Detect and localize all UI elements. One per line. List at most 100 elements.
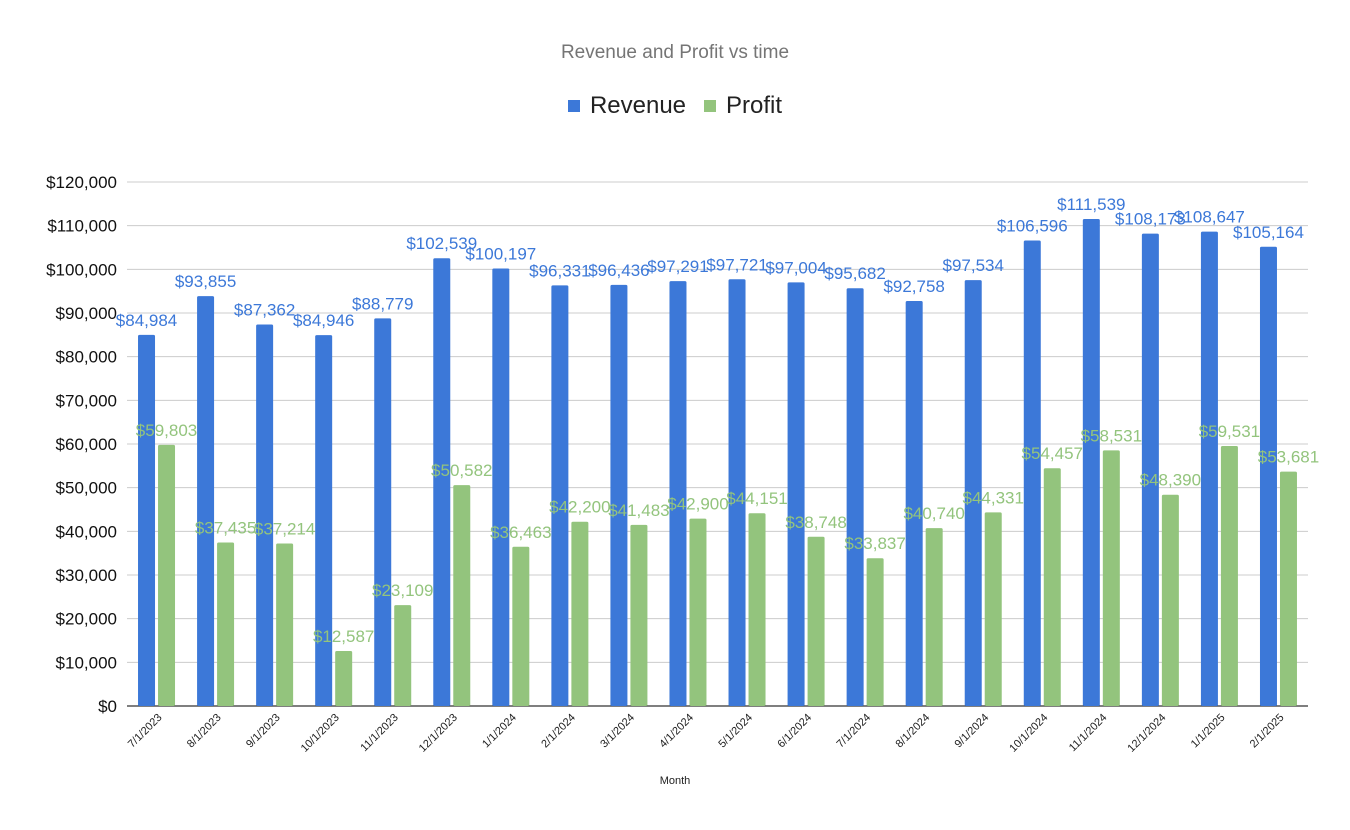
- profit-bar: [866, 558, 884, 706]
- x-tick-label: 9/1/2024: [953, 712, 992, 751]
- revenue-data-label: $106,596: [997, 217, 1068, 236]
- profit-bar: [335, 651, 353, 706]
- revenue-bar: [787, 282, 805, 706]
- x-tick-label: 12/1/2023: [417, 712, 460, 755]
- revenue-bar: [433, 258, 451, 706]
- revenue-data-label: $84,984: [116, 311, 177, 330]
- revenue-data-label: $105,164: [1233, 223, 1304, 242]
- profit-data-label: $40,740: [903, 504, 964, 523]
- y-tick-label: $10,000: [56, 653, 117, 672]
- revenue-data-label: $96,331: [529, 261, 590, 280]
- profit-data-label: $59,803: [136, 421, 197, 440]
- y-tick-label: $120,000: [46, 173, 117, 192]
- revenue-data-label: $97,004: [765, 258, 826, 277]
- y-tick-label: $80,000: [56, 348, 117, 367]
- profit-bar: [1161, 494, 1179, 706]
- x-tick-label: 5/1/2024: [716, 712, 755, 751]
- x-tick-label: 1/1/2024: [480, 712, 519, 751]
- y-tick-label: $50,000: [56, 479, 117, 498]
- profit-bar: [748, 513, 766, 706]
- profit-data-label: $44,331: [962, 488, 1023, 507]
- profit-data-label: $38,748: [785, 513, 846, 532]
- revenue-bar: [964, 280, 982, 706]
- revenue-data-label: $92,758: [883, 277, 944, 296]
- revenue-data-label: $93,855: [175, 272, 236, 291]
- revenue-bar: [669, 281, 687, 706]
- profit-bar: [512, 546, 530, 706]
- profit-data-label: $50,582: [431, 461, 492, 480]
- profit-bar: [807, 536, 825, 706]
- legend-item-profit: Profit: [704, 92, 782, 120]
- legend-item-revenue: Revenue: [567, 92, 687, 120]
- profit-bar: [1043, 468, 1061, 706]
- profit-bar: [453, 485, 471, 706]
- profit-bar: [925, 528, 943, 706]
- profit-data-label: $36,463: [490, 523, 551, 542]
- y-tick-label: $30,000: [56, 566, 117, 585]
- x-tick-label: 9/1/2023: [244, 712, 283, 751]
- legend-label-revenue: Revenue: [589, 92, 687, 119]
- revenue-bar: [728, 279, 746, 706]
- y-tick-label: $20,000: [56, 610, 117, 629]
- profit-data-label: $59,531: [1199, 422, 1260, 441]
- profit-bar: [630, 524, 648, 706]
- profit-bar: [689, 518, 707, 706]
- revenue-data-label: $102,539: [406, 234, 477, 253]
- legend-label-profit: Profit: [726, 92, 783, 119]
- revenue-bar: [256, 324, 274, 706]
- x-tick-label: 10/1/2024: [1007, 712, 1050, 755]
- revenue-bar: [1082, 218, 1100, 707]
- profit-data-label: $37,214: [254, 519, 315, 538]
- revenue-bar: [1141, 233, 1159, 706]
- revenue-data-label: $111,539: [1057, 195, 1125, 214]
- revenue-data-label: $97,721: [706, 255, 767, 274]
- chart-title: Revenue and Profit vs time: [560, 42, 790, 63]
- profit-data-label: $53,681: [1258, 448, 1319, 467]
- x-tick-label: 2/1/2025: [1248, 712, 1287, 751]
- x-tick-label: 6/1/2024: [775, 712, 814, 751]
- revenue-bar: [374, 318, 392, 706]
- revenue-bar: [138, 334, 156, 706]
- revenue-bar: [905, 300, 923, 706]
- revenue-bar: [315, 335, 333, 706]
- revenue-bar: [610, 284, 628, 706]
- profit-data-label: $58,531: [1081, 426, 1142, 445]
- x-tick-label: 7/1/2023: [126, 712, 165, 751]
- legend: Revenue Profit: [0, 92, 1350, 120]
- revenue-bar: [1259, 246, 1277, 706]
- revenue-data-label: $95,682: [824, 264, 885, 283]
- profit-bar: [394, 605, 412, 706]
- revenue-bar: [551, 285, 569, 706]
- profit-bar: [1102, 450, 1120, 706]
- legend-swatch-profit: [704, 100, 717, 112]
- profit-bar: [158, 444, 176, 706]
- revenue-data-label: $108,647: [1174, 208, 1245, 227]
- revenue-data-label: $108,173: [1115, 210, 1186, 229]
- profit-data-label: $12,587: [313, 627, 374, 646]
- profit-bar: [1220, 446, 1238, 706]
- x-tick-label: 8/1/2024: [894, 712, 933, 751]
- profit-bar: [571, 521, 589, 706]
- x-tick-label: 11/1/2023: [358, 712, 401, 755]
- profit-data-label: $42,900: [667, 495, 728, 514]
- legend-swatch-revenue: [567, 100, 580, 112]
- x-tick-label: 4/1/2024: [657, 712, 696, 751]
- profit-data-label: $42,200: [549, 498, 610, 517]
- revenue-data-label: $100,197: [465, 244, 536, 263]
- y-tick-label: $70,000: [56, 391, 117, 410]
- y-tick-label: $0: [98, 697, 117, 716]
- revenue-bar: [1023, 240, 1041, 706]
- revenue-bar: [492, 268, 510, 706]
- x-tick-label: 10/1/2023: [299, 712, 342, 755]
- revenue-data-label: $88,779: [352, 294, 413, 313]
- revenue-data-label: $97,534: [942, 256, 1003, 275]
- x-tick-label: 12/1/2024: [1125, 712, 1168, 755]
- profit-data-label: $48,390: [1140, 471, 1201, 490]
- x-tick-label: 11/1/2024: [1067, 712, 1110, 755]
- revenue-data-label: $97,291: [647, 257, 708, 276]
- x-tick-label: 1/1/2025: [1189, 712, 1228, 751]
- profit-bar: [276, 543, 294, 706]
- x-axis-title: Month: [659, 775, 691, 787]
